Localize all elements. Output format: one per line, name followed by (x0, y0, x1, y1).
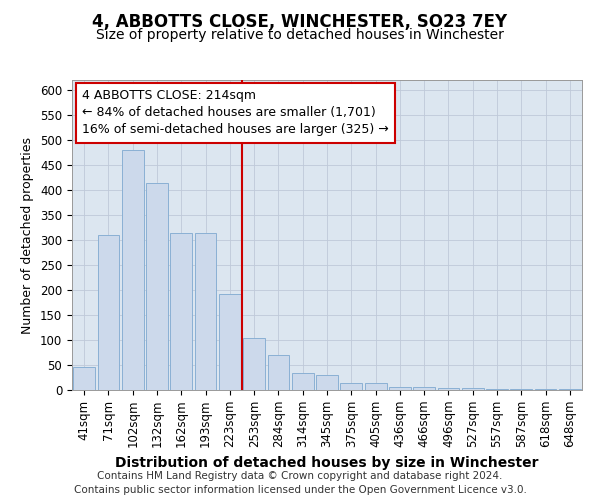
Text: Size of property relative to detached houses in Winchester: Size of property relative to detached ho… (96, 28, 504, 42)
Bar (486, 389, 508, 390)
Bar (462, 388, 484, 390)
Bar (122, 150, 143, 390)
Bar (316, 375, 338, 390)
Bar (511, 389, 532, 390)
Bar (170, 232, 192, 390)
Bar (243, 338, 265, 390)
Y-axis label: Number of detached properties: Number of detached properties (22, 136, 34, 334)
Bar (437, 388, 460, 390)
Bar (146, 182, 168, 390)
Bar (413, 386, 435, 390)
Bar (559, 389, 581, 390)
Bar (194, 232, 217, 390)
X-axis label: Distribution of detached houses by size in Winchester: Distribution of detached houses by size … (115, 456, 539, 469)
Bar (389, 386, 411, 390)
Bar (97, 234, 119, 390)
Bar (268, 355, 289, 390)
Bar (219, 294, 241, 390)
Bar (340, 383, 362, 390)
Bar (365, 383, 386, 390)
Bar (535, 389, 556, 390)
Text: 4 ABBOTTS CLOSE: 214sqm
← 84% of detached houses are smaller (1,701)
16% of semi: 4 ABBOTTS CLOSE: 214sqm ← 84% of detache… (82, 90, 389, 136)
Bar (73, 367, 95, 390)
Bar (292, 372, 314, 390)
Text: Contains HM Land Registry data © Crown copyright and database right 2024.
Contai: Contains HM Land Registry data © Crown c… (74, 471, 526, 495)
Text: 4, ABBOTTS CLOSE, WINCHESTER, SO23 7EY: 4, ABBOTTS CLOSE, WINCHESTER, SO23 7EY (92, 12, 508, 30)
